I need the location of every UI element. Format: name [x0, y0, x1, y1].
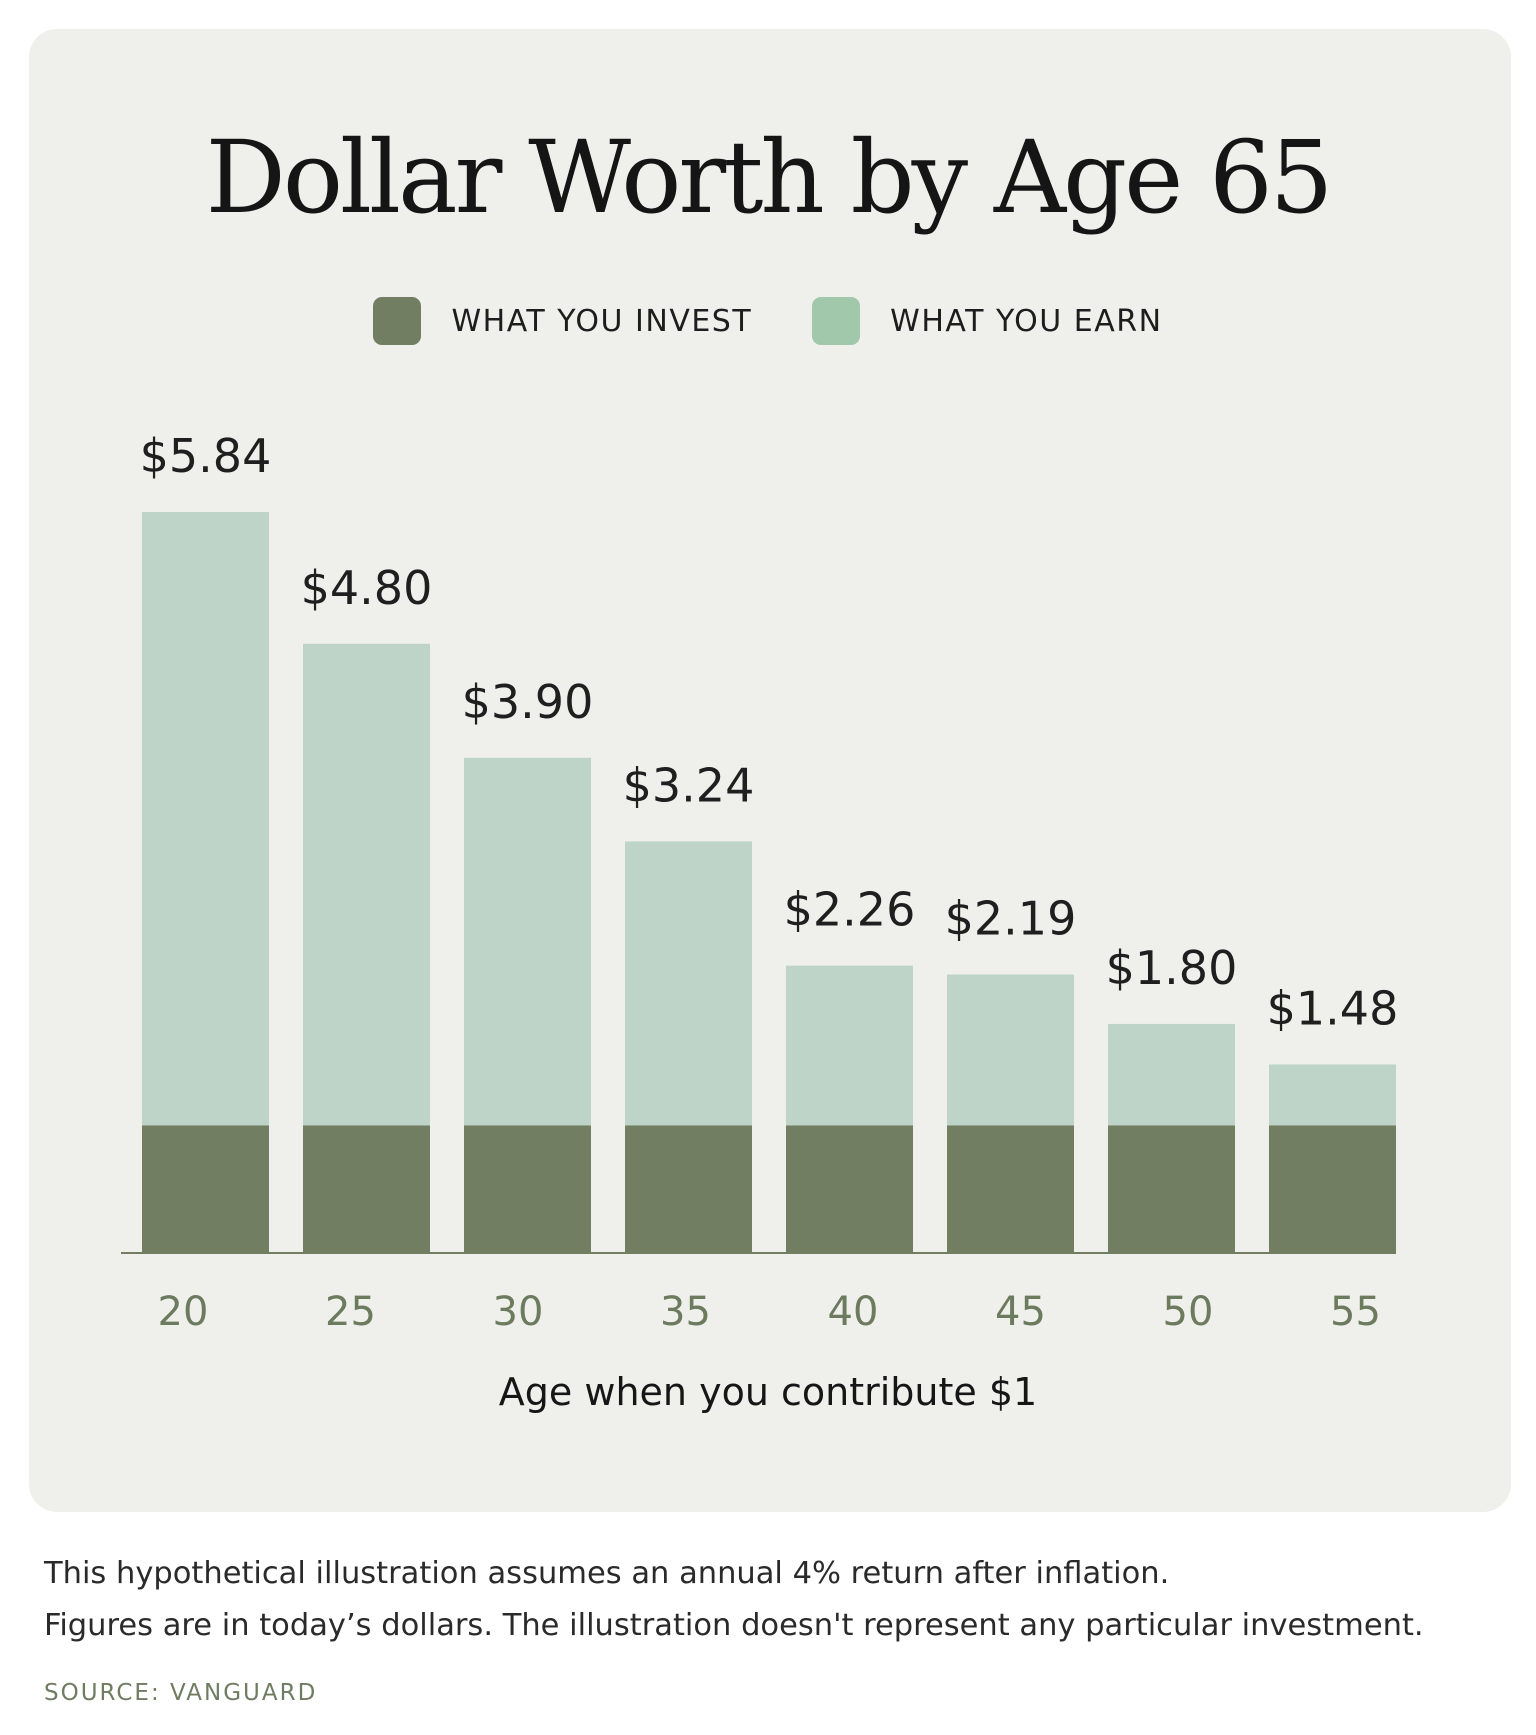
legend-item-invest: WHAT YOU INVEST: [373, 297, 752, 345]
bars-group: [142, 512, 1396, 1252]
bar-invest-50: [1108, 1125, 1235, 1252]
legend-item-earn: WHAT YOU EARN: [812, 297, 1162, 345]
x-tick-label-45: 45: [995, 1289, 1046, 1335]
legend: WHAT YOU INVEST WHAT YOU EARN: [0, 296, 1536, 346]
legend-swatch-earn: [812, 297, 861, 345]
x-tick-label-25: 25: [325, 1289, 376, 1335]
bar-invest-30: [464, 1125, 591, 1252]
footnote-line-1: This hypothetical illustration assumes a…: [44, 1556, 1170, 1591]
bar-value-label-55: $1.48: [1267, 981, 1399, 1035]
bar-value-label-45: $2.19: [945, 892, 1077, 946]
bar-value-label-30: $3.90: [462, 675, 594, 729]
bar-value-label-35: $3.24: [623, 758, 755, 812]
bar-chart: $5.84 $4.80 $3.90 $3.24 $2.26 $2.19 $1.80 $1.48…: [121, 429, 1399, 1335]
bar-earn-50: [1108, 1023, 1235, 1126]
bar-earn-25: [303, 643, 430, 1126]
x-axis-label: Age when you contribute $1: [498, 1370, 1038, 1414]
bar-invest-20: [142, 1125, 269, 1252]
bar-invest-35: [625, 1125, 752, 1252]
bar-earn-40: [786, 965, 913, 1126]
bar-invest-55: [1269, 1125, 1396, 1252]
x-tick-label-20: 20: [158, 1289, 209, 1335]
chart-title: Dollar Worth by Age 65: [205, 119, 1334, 236]
legend-label-earn: WHAT YOU EARN: [890, 303, 1163, 339]
x-tick-label-40: 40: [828, 1289, 879, 1335]
bar-earn-55: [1269, 1064, 1396, 1126]
x-tick-label-55: 55: [1330, 1289, 1381, 1335]
bar-earn-45: [947, 974, 1074, 1126]
bar-earn-35: [625, 841, 752, 1126]
legend-label-invest: WHAT YOU INVEST: [451, 303, 753, 339]
legend-swatch-invest: [373, 297, 422, 345]
chart-card: [29, 29, 1511, 1512]
bar-value-label-25: $4.80: [301, 561, 433, 615]
x-tick-label-50: 50: [1163, 1289, 1214, 1335]
bar-value-label-40: $2.26: [784, 883, 916, 937]
x-tick-labels: 20 25 30 35 40 45 50 55: [158, 1289, 1381, 1335]
bar-earn-30: [464, 757, 591, 1126]
bar-invest-40: [786, 1125, 913, 1252]
bar-invest-25: [303, 1125, 430, 1252]
bar-earn-20: [142, 512, 269, 1126]
x-tick-label-35: 35: [660, 1289, 711, 1335]
source-credit: SOURCE: VANGUARD: [44, 1680, 318, 1706]
bar-value-labels: $5.84 $4.80 $3.90 $3.24 $2.26 $2.19 $1.80 $1.48: [140, 429, 1399, 1035]
bar-invest-45: [947, 1125, 1074, 1252]
bar-value-label-50: $1.80: [1106, 941, 1238, 995]
footnote-line-2: Figures are in today’s dollars. The illu…: [44, 1608, 1424, 1643]
x-tick-label-30: 30: [493, 1289, 544, 1335]
bar-value-label-20: $5.84: [140, 429, 272, 483]
